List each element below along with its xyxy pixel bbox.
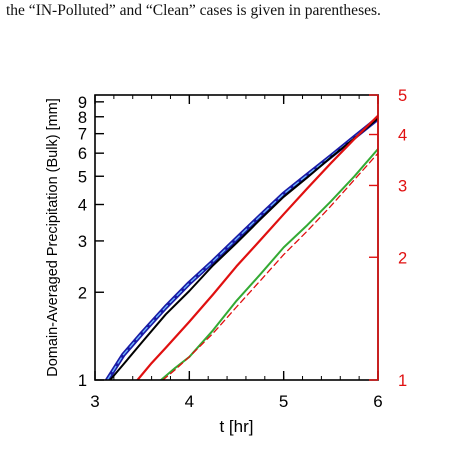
x-tick-label: 6	[373, 392, 382, 411]
x-tick-label: 3	[90, 392, 99, 411]
x-tick-label: 5	[279, 392, 288, 411]
y-left-tick-label: 4	[78, 197, 87, 215]
y-left-tick-label: 7	[78, 126, 87, 144]
y-right-tick-label: 4	[398, 127, 407, 145]
series-line-2	[106, 117, 378, 380]
x-tick-label: 4	[185, 392, 194, 411]
x-axis-label: t [hr]	[219, 417, 253, 436]
series-line-4	[136, 114, 378, 380]
series-line-5	[160, 148, 378, 380]
y-right-tick-label: 3	[398, 177, 407, 195]
y-left-tick-label: 9	[78, 94, 87, 112]
y-left-tick-label: 5	[78, 168, 87, 186]
y-right-tick-label: 1	[398, 372, 407, 390]
y-axis-left-label: Domain-Averaged Precipitation (Bulk) [mm…	[45, 98, 61, 377]
y-left-tick-label: 8	[78, 109, 87, 127]
series-line-3	[109, 117, 378, 380]
y-right-tick-label: 5	[398, 87, 407, 105]
y-left-tick-label: 1	[78, 372, 87, 390]
figure-caption: the “IN-Polluted” and “Clean” cases is g…	[6, 2, 381, 19]
y-left-tick-label: 2	[78, 284, 87, 302]
y-right-tick-label: 2	[398, 249, 407, 267]
y-left-tick-label: 3	[78, 233, 87, 251]
series-line-6	[162, 152, 378, 380]
y-left-tick-label: 6	[78, 145, 87, 163]
